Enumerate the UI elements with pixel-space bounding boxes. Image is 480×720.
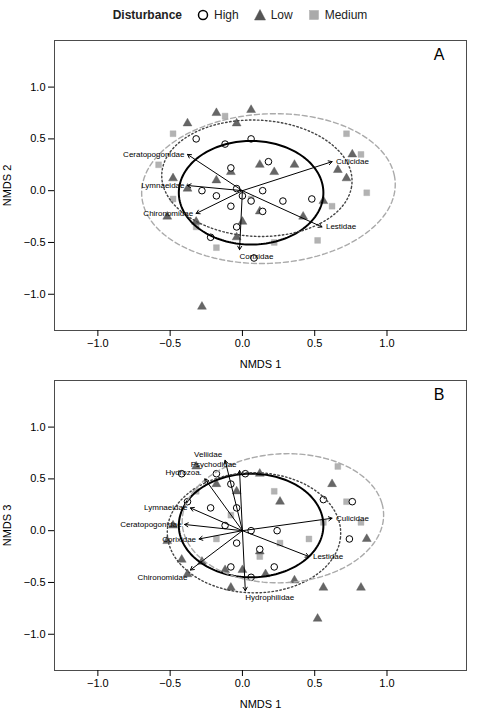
svg-text:NMDS 1: NMDS 1 <box>240 698 282 710</box>
svg-text:Lestidae: Lestidae <box>313 552 344 561</box>
html-text:High: High <box>214 8 239 22</box>
svg-text:1.0: 1.0 <box>30 81 45 93</box>
html-text:Disturbance: Disturbance <box>112 8 182 22</box>
svg-text:−0.5: −0.5 <box>24 236 46 248</box>
svg-text:B: B <box>434 386 445 403</box>
svg-text:0.0: 0.0 <box>30 184 45 196</box>
svg-text:1.0: 1.0 <box>30 421 45 433</box>
svg-text:−1.0: −1.0 <box>24 628 46 640</box>
svg-text:0.5: 0.5 <box>307 337 322 349</box>
svg-text:Chironomidae: Chironomidae <box>143 209 193 218</box>
svg-text:0.0: 0.0 <box>235 677 250 689</box>
svg-text:Ceratopogonidae: Ceratopogonidae <box>123 150 185 159</box>
svg-text:−1.0: −1.0 <box>24 288 46 300</box>
svg-text:Psychodidae: Psychodidae <box>190 460 237 470</box>
svg-text:1.0: 1.0 <box>379 337 394 349</box>
svg-text:A: A <box>434 46 445 63</box>
svg-text:Hydrozoa.: Hydrozoa. <box>165 468 201 477</box>
svg-text:Culicidae: Culicidae <box>336 157 369 166</box>
svg-text:−1.0: −1.0 <box>87 677 109 689</box>
svg-text:Culicidae: Culicidae <box>336 514 369 523</box>
html-text:Medium: Medium <box>324 8 368 22</box>
svg-text:0.5: 0.5 <box>30 132 45 144</box>
svg-text:Corixidae: Corixidae <box>162 535 196 544</box>
svg-text:Hydrophilidae: Hydrophilidae <box>245 593 294 602</box>
svg-text:Ceratopogonidae: Ceratopogonidae <box>120 520 182 529</box>
svg-text:−0.5: −0.5 <box>159 337 181 349</box>
svg-text:−0.5: −0.5 <box>24 576 46 588</box>
svg-text:Chironomidae: Chironomidae <box>138 573 188 582</box>
svg-text:Corixidae: Corixidae <box>240 252 274 261</box>
html-text:Low: Low <box>270 8 293 22</box>
svg-text:NMDS 1: NMDS 1 <box>240 358 282 370</box>
svg-text:Lestidae: Lestidae <box>326 222 357 231</box>
svg-text:0.0: 0.0 <box>235 337 250 349</box>
svg-text:1.0: 1.0 <box>379 677 394 689</box>
svg-text:0.5: 0.5 <box>30 472 45 484</box>
svg-text:NMDS 2: NMDS 2 <box>1 165 13 207</box>
svg-text:Lymnaeidae: Lymnaeidae <box>141 181 185 190</box>
svg-text:−1.0: −1.0 <box>87 337 109 349</box>
svg-text:−0.5: −0.5 <box>159 677 181 689</box>
svg-text:NMDS 3: NMDS 3 <box>1 505 13 547</box>
svg-text:Veliidae: Veliidae <box>194 450 223 459</box>
svg-text:0.0: 0.0 <box>30 524 45 536</box>
svg-text:Lymnaeidae: Lymnaeidae <box>144 503 188 512</box>
svg-text:0.5: 0.5 <box>307 677 322 689</box>
